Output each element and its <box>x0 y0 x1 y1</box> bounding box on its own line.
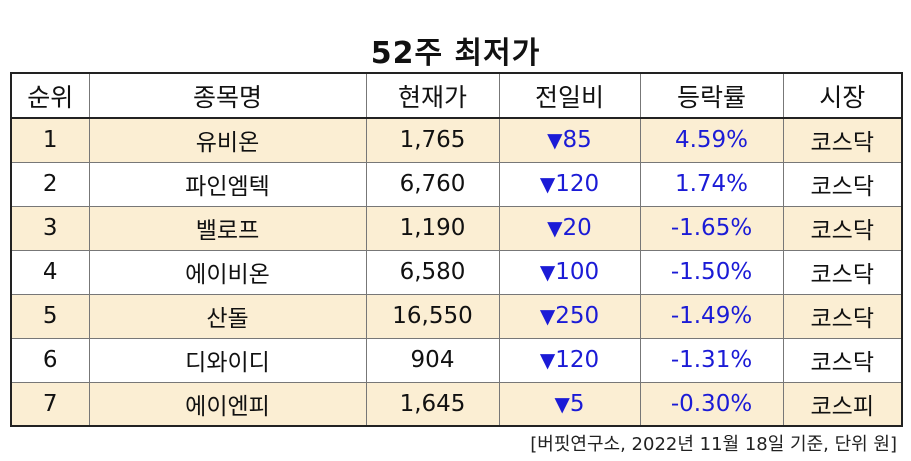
change-cell: ▼85 <box>498 117 641 163</box>
price-cell: 1,645 <box>365 381 500 427</box>
change-value: 250 <box>555 303 600 329</box>
rate-cell: 4.59% <box>639 117 784 163</box>
down-triangle-icon: ▼ <box>547 216 563 240</box>
rate-cell: -1.49% <box>639 293 784 339</box>
market-cell: 코스닥 <box>782 205 903 251</box>
down-triangle-icon: ▼ <box>554 391 570 416</box>
name-cell: 에이엔피 <box>88 381 367 427</box>
change-cell: ▼5 <box>498 381 641 427</box>
name-cell: 에이비온 <box>88 249 367 295</box>
down-triangle-icon: ▼ <box>539 172 556 196</box>
table-row: 2 파인엠텍 6,760 ▼120 1.74% 코스닥 <box>10 161 903 207</box>
name-cell: 디와이디 <box>88 337 367 383</box>
header-row: 순위 종목명 현재가 전일비 등락률 시장 <box>10 72 903 119</box>
rate-cell: -1.50% <box>639 249 784 295</box>
change-cell: ▼250 <box>498 293 641 339</box>
change-cell: ▼20 <box>498 205 641 251</box>
market-cell: 코스닥 <box>782 117 903 163</box>
change-value: 20 <box>562 215 592 241</box>
market-cell: 코스닥 <box>782 293 903 339</box>
name-cell: 유비온 <box>88 117 367 163</box>
price-cell: 1,190 <box>365 205 500 251</box>
table-row: 6 디와이디 904 ▼120 -1.31% 코스닥 <box>10 337 903 383</box>
change-value: 85 <box>562 127 592 154</box>
table-row: 5 산돌 16,550 ▼250 -1.49% 코스닥 <box>10 293 903 339</box>
price-table: 순위 종목명 현재가 전일비 등락률 시장 1 유비온 1,765 ▼85 4.… <box>10 72 903 427</box>
change-cell: ▼100 <box>498 249 641 295</box>
market-cell: 코스닥 <box>782 249 903 295</box>
header-name: 종목명 <box>88 72 367 119</box>
price-cell: 6,580 <box>365 249 500 295</box>
rate-cell: -0.30% <box>639 381 784 427</box>
rank-cell: 3 <box>10 205 90 251</box>
table-row: 7 에이엔피 1,645 ▼5 -0.30% 코스피 <box>10 381 903 427</box>
table-row: 3 밸로프 1,190 ▼20 -1.65% 코스닥 <box>10 205 903 251</box>
price-cell: 1,765 <box>365 117 500 163</box>
down-triangle-icon: ▼ <box>539 260 556 284</box>
name-cell: 파인엠텍 <box>88 161 367 207</box>
header-market: 시장 <box>782 72 903 119</box>
rank-cell: 5 <box>10 293 90 339</box>
down-triangle-icon: ▼ <box>539 304 556 328</box>
rank-cell: 2 <box>10 161 90 207</box>
down-triangle-icon: ▼ <box>539 348 556 372</box>
table-row: 4 에이비온 6,580 ▼100 -1.50% 코스닥 <box>10 249 903 295</box>
change-cell: ▼120 <box>498 161 641 207</box>
rate-cell: -1.65% <box>639 205 784 251</box>
source-footnote: [버핏연구소, 2022년 11월 18일 기준, 단위 원] <box>530 434 897 455</box>
change-value: 5 <box>569 390 585 417</box>
header-change: 전일비 <box>498 72 641 119</box>
market-cell: 코스닥 <box>782 161 903 207</box>
down-triangle-icon: ▼ <box>547 128 563 153</box>
change-value: 100 <box>555 259 600 285</box>
table-title: 52주 최저가 <box>370 36 541 71</box>
price-cell: 904 <box>365 337 500 383</box>
change-value: 120 <box>555 347 600 373</box>
rank-cell: 7 <box>10 381 90 427</box>
price-cell: 16,550 <box>365 293 500 339</box>
change-cell: ▼120 <box>498 337 641 383</box>
name-cell: 산돌 <box>88 293 367 339</box>
rate-cell: -1.31% <box>639 337 784 383</box>
header-rank: 순위 <box>10 72 90 119</box>
price-cell: 6,760 <box>365 161 500 207</box>
header-rate: 등락률 <box>639 72 784 119</box>
name-cell: 밸로프 <box>88 205 367 251</box>
market-cell: 코스닥 <box>782 337 903 383</box>
rank-cell: 4 <box>10 249 90 295</box>
rank-cell: 1 <box>10 117 90 163</box>
change-value: 120 <box>555 171 600 197</box>
rate-cell: 1.74% <box>639 161 784 207</box>
market-cell: 코스피 <box>782 381 903 427</box>
header-price: 현재가 <box>365 72 500 119</box>
table-row: 1 유비온 1,765 ▼85 4.59% 코스닥 <box>10 117 903 163</box>
rank-cell: 6 <box>10 337 90 383</box>
